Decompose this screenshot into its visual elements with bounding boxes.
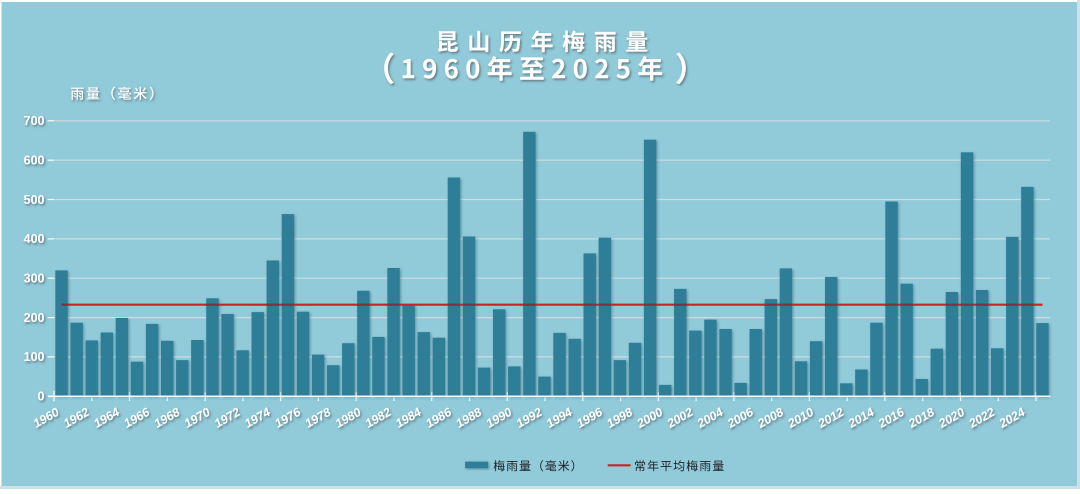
svg-text:700: 700 (24, 114, 45, 128)
svg-text:600: 600 (24, 154, 45, 168)
svg-text:100: 100 (24, 350, 45, 364)
svg-text:200: 200 (24, 311, 45, 325)
svg-text:300: 300 (24, 272, 45, 286)
svg-text:0: 0 (38, 390, 45, 404)
svg-text:400: 400 (24, 232, 45, 246)
svg-text:500: 500 (24, 193, 45, 207)
